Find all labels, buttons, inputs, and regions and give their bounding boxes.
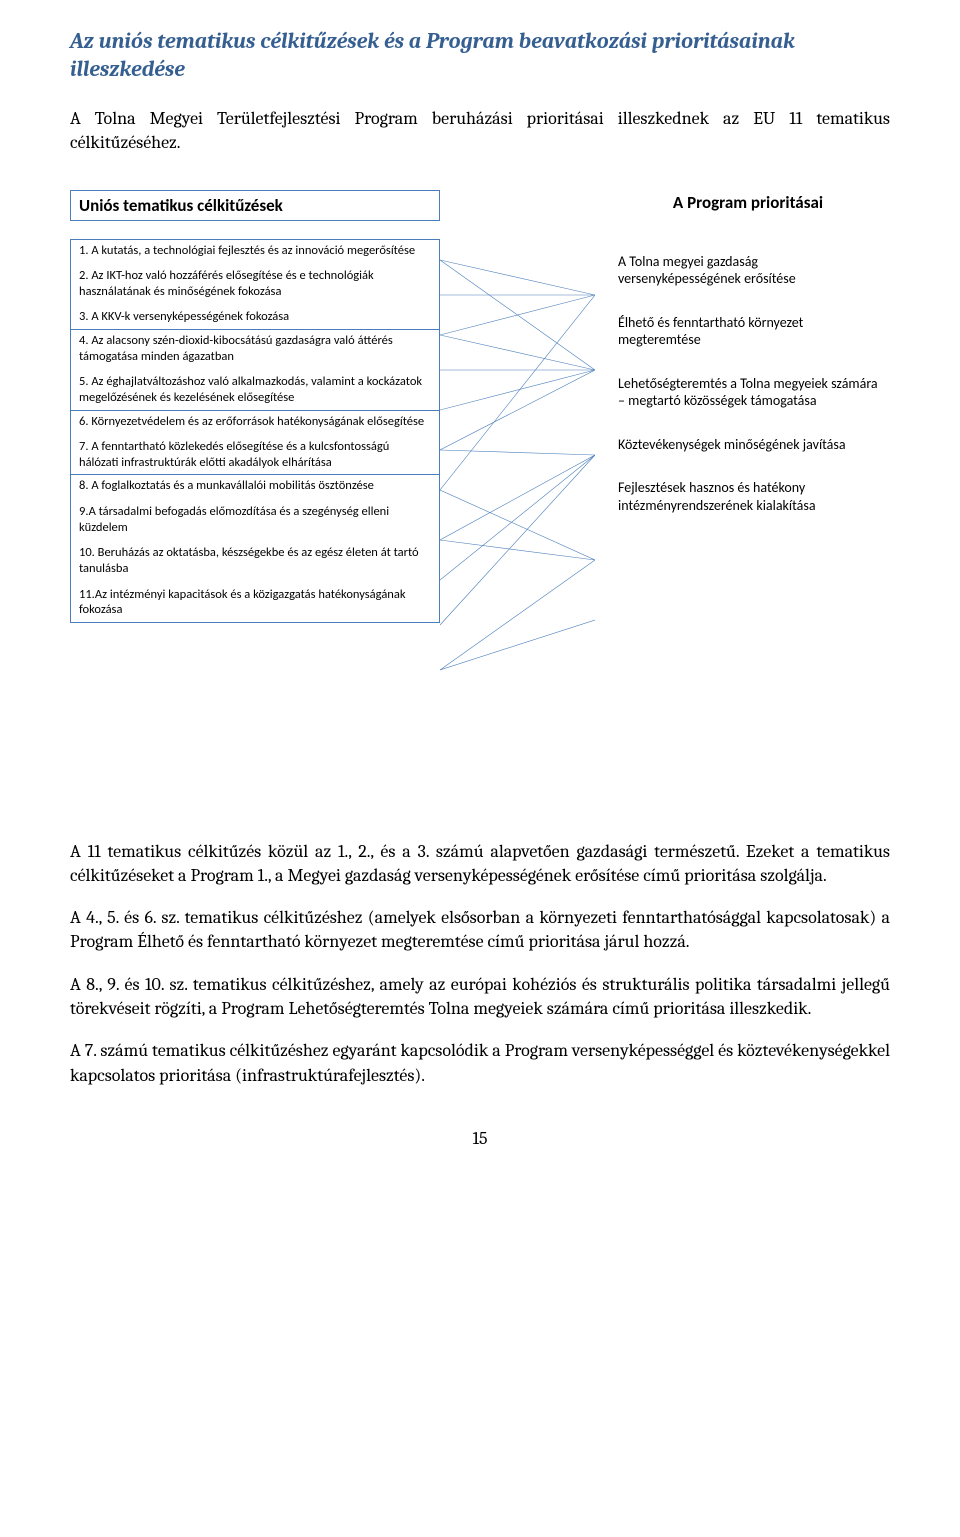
thematic-item: 4. Az alacsony szén-dioxid-kibocsátású g…: [70, 330, 440, 411]
thematic-item-text: 8. A foglalkoztatás és a munkavállalói m…: [79, 478, 431, 494]
alignment-diagram: Uniós tematikus célkitűzések 1. A kutatá…: [70, 190, 890, 790]
body-paragraph: A 8., 9. és 10. sz. tematikus célkitűzés…: [70, 973, 890, 1022]
thematic-objectives-column: Uniós tematikus célkitűzések 1. A kutatá…: [70, 190, 440, 623]
thematic-item: 8. A foglalkoztatás és a munkavállalói m…: [70, 475, 440, 622]
priority-item: Fejlesztések hasznos és hatékony intézmé…: [618, 479, 878, 514]
thematic-item: 6. Környezetvédelem és az erőforrások ha…: [70, 411, 440, 476]
body-paragraph: A 11 tematikus célkitűzés közül az 1., 2…: [70, 840, 890, 889]
body-paragraph: A 7. számú tematikus célkitűzéshez egyar…: [70, 1039, 890, 1088]
thematic-item-text: 1. A kutatás, a technológiai fejlesztés …: [79, 243, 431, 259]
thematic-item-text: 4. Az alacsony szén-dioxid-kibocsátású g…: [79, 333, 431, 364]
thematic-item-text: 5. Az éghajlatváltozáshoz való alkalmazk…: [79, 374, 431, 405]
thematic-item-text: 2. Az IKT-hoz való hozzáférés elősegítés…: [79, 268, 431, 299]
left-column-title-box: Uniós tematikus célkitűzések: [70, 190, 440, 221]
priority-item: Lehetőségteremtés a Tolna megyeiek számá…: [618, 375, 878, 410]
thematic-item: 1. A kutatás, a technológiai fejlesztés …: [70, 239, 440, 331]
thematic-item-text: 7. A fenntartható közlekedés elősegítése…: [79, 439, 431, 470]
intro-paragraph: A Tolna Megyei Területfejlesztési Progra…: [70, 107, 890, 156]
thematic-item-text: 3. A KKV-k versenyképességének fokozása: [79, 309, 431, 325]
body-paragraph: A 4., 5. és 6. sz. tematikus célkitűzésh…: [70, 906, 890, 955]
priority-item: Élhető és fenntartható környezet megtere…: [618, 314, 878, 349]
connector-lines: [440, 240, 595, 780]
priority-item: Köztevékenységek minőségének javítása: [618, 436, 878, 454]
thematic-item-text: 9.A társadalmi befogadás előmozdítása és…: [79, 504, 431, 535]
priority-item: A Tolna megyei gazdaság versenyképességé…: [618, 253, 878, 288]
thematic-item-text: 10. Beruházás az oktatásba, készségekbe …: [79, 545, 431, 576]
thematic-item-text: 6. Környezetvédelem és az erőforrások ha…: [79, 414, 431, 430]
right-column-title: A Program prioritásai: [618, 192, 878, 213]
priorities-column: A Program prioritásai A Tolna megyei gaz…: [618, 190, 878, 541]
left-column-title: Uniós tematikus célkitűzések: [79, 195, 431, 216]
thematic-item-text: 11.Az intézményi kapacitások és a köziga…: [79, 587, 431, 618]
section-heading: Az uniós tematikus célkitűzések és a Pro…: [70, 28, 890, 83]
page-number: 15: [70, 1128, 890, 1149]
